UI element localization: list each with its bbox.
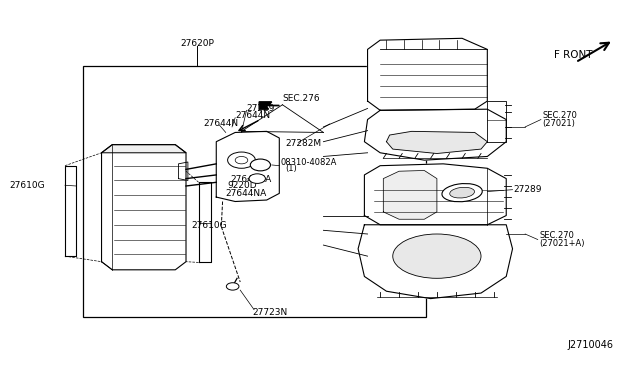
Polygon shape bbox=[216, 131, 279, 202]
Text: SEC.270: SEC.270 bbox=[542, 111, 577, 121]
Polygon shape bbox=[65, 166, 76, 256]
Ellipse shape bbox=[442, 183, 483, 202]
Polygon shape bbox=[102, 145, 186, 153]
Text: J2710046: J2710046 bbox=[568, 340, 613, 350]
Text: (1): (1) bbox=[285, 164, 298, 173]
Circle shape bbox=[235, 157, 248, 164]
Text: 9220D: 9220D bbox=[227, 182, 257, 190]
Text: (27021+A): (27021+A) bbox=[539, 239, 584, 248]
Text: 27644NA: 27644NA bbox=[225, 189, 266, 198]
Text: SEC.270: SEC.270 bbox=[539, 231, 574, 240]
Polygon shape bbox=[358, 225, 513, 299]
Circle shape bbox=[227, 283, 239, 290]
Polygon shape bbox=[367, 38, 487, 110]
Text: 27644N: 27644N bbox=[235, 111, 270, 121]
Text: 27289: 27289 bbox=[514, 185, 542, 194]
Text: 27282M: 27282M bbox=[285, 140, 322, 148]
Ellipse shape bbox=[450, 187, 474, 198]
Text: 27644N: 27644N bbox=[204, 119, 239, 128]
Text: 27610G: 27610G bbox=[191, 221, 227, 230]
Text: (27021): (27021) bbox=[542, 119, 575, 128]
Polygon shape bbox=[102, 145, 186, 270]
Text: 27620P: 27620P bbox=[180, 39, 214, 48]
Circle shape bbox=[249, 174, 266, 183]
Circle shape bbox=[250, 159, 271, 171]
Text: 27610G: 27610G bbox=[9, 181, 45, 190]
Polygon shape bbox=[387, 131, 487, 154]
Polygon shape bbox=[364, 109, 506, 160]
Bar bbox=[83, 66, 426, 317]
Circle shape bbox=[228, 152, 255, 168]
Text: S: S bbox=[258, 160, 263, 170]
Text: F RONT: F RONT bbox=[554, 51, 592, 61]
Polygon shape bbox=[198, 182, 211, 262]
Polygon shape bbox=[259, 102, 279, 109]
Text: 27229: 27229 bbox=[246, 104, 275, 113]
Ellipse shape bbox=[393, 234, 481, 278]
Polygon shape bbox=[364, 164, 506, 225]
Text: SEC.276: SEC.276 bbox=[282, 94, 320, 103]
Text: 08310-4082A: 08310-4082A bbox=[280, 157, 337, 167]
Polygon shape bbox=[487, 101, 506, 142]
Text: 27644NA: 27644NA bbox=[230, 175, 271, 184]
Text: 27723N: 27723N bbox=[253, 308, 288, 317]
Polygon shape bbox=[383, 170, 437, 219]
Polygon shape bbox=[179, 162, 188, 180]
